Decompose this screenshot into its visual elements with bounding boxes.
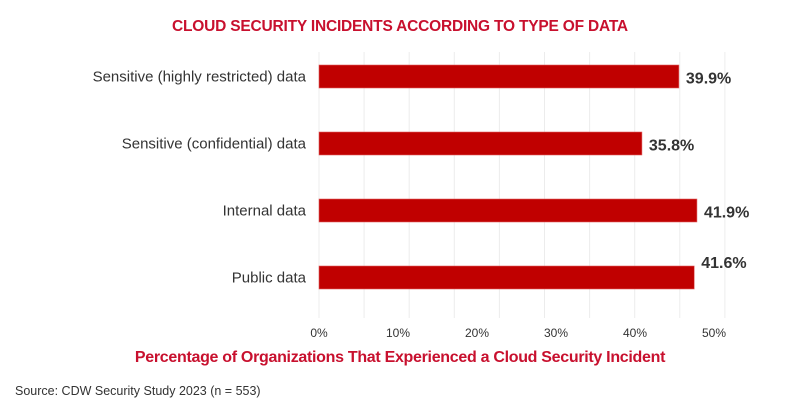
x-tick-label: 10% (386, 326, 410, 340)
value-label: 41.9% (704, 205, 749, 222)
value-label: 39.9% (686, 71, 731, 88)
x-tick-label: 0% (310, 326, 328, 340)
x-axis-label: Percentage of Organizations That Experie… (134, 349, 666, 366)
x-tick-label: 40% (623, 326, 647, 340)
category-label: Sensitive (highly restricted) data (93, 69, 307, 86)
bar (318, 265, 695, 290)
x-tick-label: 20% (465, 326, 489, 340)
category-label: Internal data (223, 203, 307, 220)
category-label: Sensitive (confidential) data (122, 136, 307, 153)
value-label: 35.8% (649, 138, 694, 155)
source-note: Source: CDW Security Study 2023 (n = 553… (15, 384, 261, 398)
x-tick-label: 50% (702, 326, 726, 340)
category-label: Public data (232, 270, 307, 287)
bar (318, 131, 643, 156)
chart-title: CLOUD SECURITY INCIDENTS ACCORDING TO TY… (172, 18, 628, 35)
x-tick-label: 30% (544, 326, 568, 340)
value-label: 41.6% (701, 255, 746, 272)
bar (318, 64, 680, 89)
bar (318, 198, 698, 223)
